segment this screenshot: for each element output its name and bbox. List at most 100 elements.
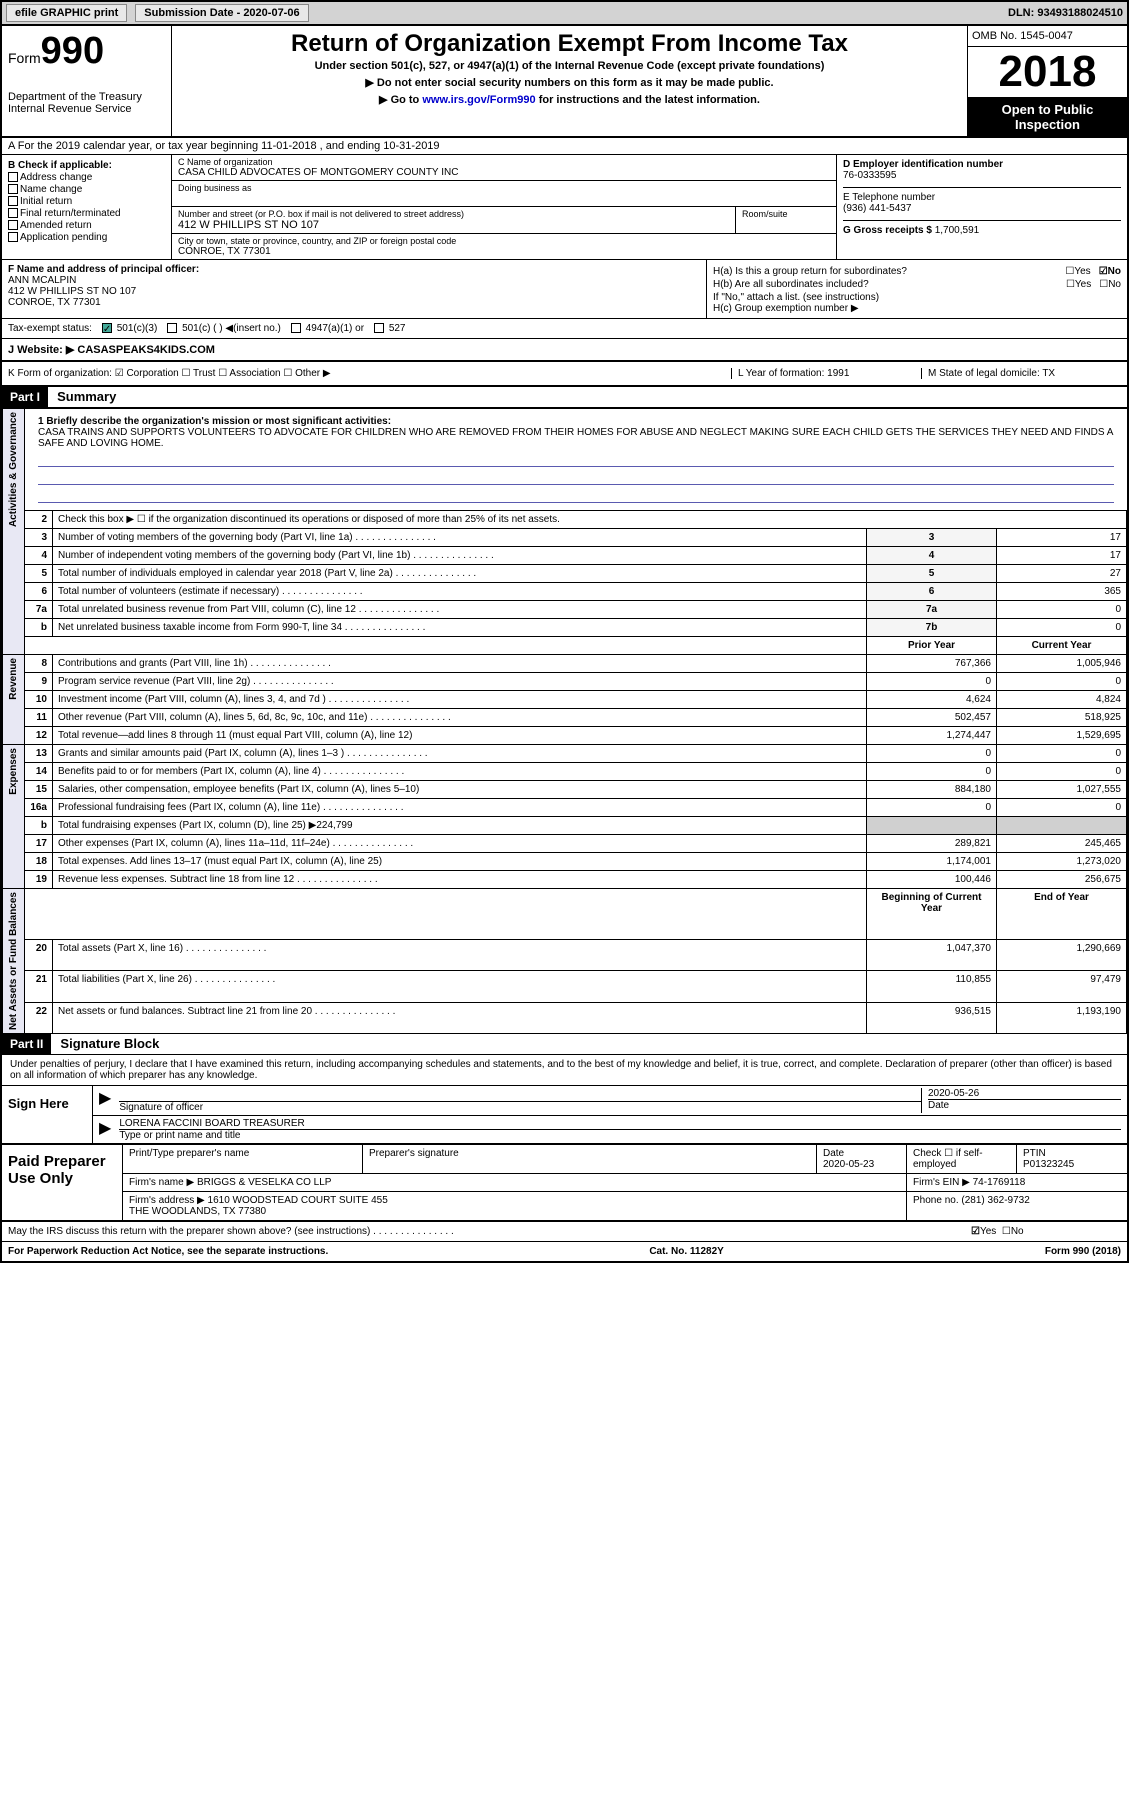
klm-row: K Form of organization: ☑ Corporation ☐ … xyxy=(2,362,1127,387)
inspection-label: Open to Public Inspection xyxy=(968,98,1127,136)
part2-header: Part II Signature Block xyxy=(2,1034,1127,1055)
cat-number: Cat. No. 11282Y xyxy=(649,1246,723,1257)
city-label: City or town, state or province, country… xyxy=(178,236,830,246)
sig-date: 2020-05-26 xyxy=(928,1088,1121,1099)
efile-button[interactable]: efile GRAPHIC print xyxy=(6,4,127,22)
instruction-2: ▶ Go to www.irs.gov/Form990 for instruct… xyxy=(180,93,959,106)
part2-title: Signature Block xyxy=(54,1034,165,1053)
side-activities: Activities & Governance xyxy=(3,409,25,655)
checkbox-icon xyxy=(374,323,384,333)
column-h: H(a) Is this a group return for subordin… xyxy=(707,260,1127,318)
dln-label: DLN: 93493188024510 xyxy=(1008,7,1123,19)
instr2-pre: ▶ Go to xyxy=(379,94,422,106)
tax-status-row: Tax-exempt status: ✓ 501(c)(3) 501(c) ( … xyxy=(2,319,1127,339)
ein-label: D Employer identification number xyxy=(843,159,1121,170)
sig-officer-label: Signature of officer xyxy=(119,1102,921,1113)
form-word: Form xyxy=(8,50,41,66)
officer-addr: 412 W PHILLIPS ST NO 107 CONROE, TX 7730… xyxy=(8,286,700,308)
paid-preparer-label: Paid Preparer Use Only xyxy=(2,1145,122,1220)
b-opt-2: Initial return xyxy=(8,196,165,207)
side-revenue: Revenue xyxy=(3,655,25,745)
b-header: B Check if applicable: xyxy=(8,160,165,171)
column-b: B Check if applicable: Address change Na… xyxy=(2,155,172,259)
side-netassets: Net Assets or Fund Balances xyxy=(3,889,25,1034)
b-opt-4: Amended return xyxy=(8,220,165,231)
sig-intro: Under penalties of perjury, I declare th… xyxy=(2,1055,1127,1086)
street-label: Number and street (or P.O. box if mail i… xyxy=(178,209,729,219)
self-emp-label: Check ☐ if self-employed xyxy=(907,1145,1017,1173)
tax-status-label: Tax-exempt status: xyxy=(8,323,92,334)
form-title: Return of Organization Exempt From Incom… xyxy=(180,30,959,58)
tel-value: (936) 441-5437 xyxy=(843,203,1121,214)
gross-value: 1,700,591 xyxy=(935,225,980,236)
website-label: J Website: ▶ xyxy=(8,344,77,356)
section-bcd: B Check if applicable: Address change Na… xyxy=(2,155,1127,260)
section-fh: F Name and address of principal officer:… xyxy=(2,260,1127,319)
checkbox-icon[interactable] xyxy=(8,232,18,242)
instr2-post: for instructions and the latest informat… xyxy=(536,94,760,106)
discuss-label: May the IRS discuss this return with the… xyxy=(8,1226,971,1237)
tax-year: 2018 xyxy=(968,47,1127,98)
form-number: 990 xyxy=(41,30,104,72)
summary-table: Activities & Governance 1 Briefly descri… xyxy=(2,408,1127,1034)
line-a: A For the 2019 calendar year, or tax yea… xyxy=(2,138,1127,155)
instruction-1: ▶ Do not enter social security numbers o… xyxy=(180,76,959,89)
part1-header: Part I Summary xyxy=(2,387,1127,408)
hb-label: H(b) Are all subordinates included? xyxy=(713,279,869,290)
paperwork-notice: For Paperwork Reduction Act Notice, see … xyxy=(8,1246,328,1257)
l-year: L Year of formation: 1991 xyxy=(731,368,921,379)
checkbox-icon[interactable] xyxy=(8,184,18,194)
checkbox-icon[interactable] xyxy=(8,220,18,230)
room-label: Room/suite xyxy=(742,209,830,219)
city-value: CONROE, TX 77301 xyxy=(178,246,830,257)
header-right: OMB No. 1545-0047 2018 Open to Public In… xyxy=(967,26,1127,136)
dba-label: Doing business as xyxy=(178,183,830,193)
gross-label: G Gross receipts $ xyxy=(843,225,935,236)
date-label: Date xyxy=(928,1099,1121,1111)
hb-note: If "No," attach a list. (see instruction… xyxy=(713,292,1121,303)
f-label: F Name and address of principal officer: xyxy=(8,264,700,275)
column-f: F Name and address of principal officer:… xyxy=(2,260,707,318)
department-label: Department of the Treasury Internal Reve… xyxy=(8,91,165,115)
mission-text: CASA TRAINS AND SUPPORTS VOLUNTEERS TO A… xyxy=(38,427,1114,449)
form-footer: Form 990 (2018) xyxy=(1045,1246,1121,1257)
hc-label: H(c) Group exemption number ▶ xyxy=(713,303,1121,314)
ha-label: H(a) Is this a group return for subordin… xyxy=(713,266,907,277)
b-opt-3: Final return/terminated xyxy=(8,208,165,219)
k-form-org: K Form of organization: ☑ Corporation ☐ … xyxy=(8,368,731,379)
part1-label: Part I xyxy=(2,387,48,407)
header-mid: Return of Organization Exempt From Incom… xyxy=(172,26,967,136)
arrow-icon: ▶ xyxy=(99,1088,119,1113)
signature-block: Under penalties of perjury, I declare th… xyxy=(2,1055,1127,1242)
sig-name-label: Type or print name and title xyxy=(119,1130,1121,1141)
arrow-icon: ▶ xyxy=(99,1118,119,1141)
header-left: Form990 Department of the Treasury Inter… xyxy=(2,26,172,136)
column-d: D Employer identification number 76-0333… xyxy=(837,155,1127,259)
b-opt-0: Address change xyxy=(8,172,165,183)
sign-here-label: Sign Here xyxy=(2,1086,92,1143)
checkbox-icon[interactable] xyxy=(8,208,18,218)
tel-label: E Telephone number xyxy=(843,192,935,203)
ein-value: 76-0333595 xyxy=(843,170,1121,181)
checkbox-icon[interactable] xyxy=(8,196,18,206)
website-value[interactable]: CASASPEAKS4KIDS.COM xyxy=(77,344,215,356)
top-bar: efile GRAPHIC print Submission Date - 20… xyxy=(2,2,1127,26)
part1-title: Summary xyxy=(51,387,122,406)
prep-name-label: Print/Type preparer's name xyxy=(123,1145,363,1173)
checkbox-icon[interactable] xyxy=(8,172,18,182)
submission-date: Submission Date - 2020-07-06 xyxy=(135,4,308,22)
checkbox-icon xyxy=(291,323,301,333)
org-name-label: C Name of organization xyxy=(178,157,830,167)
form-990-document: efile GRAPHIC print Submission Date - 20… xyxy=(0,0,1129,1263)
website-row: J Website: ▶ CASASPEAKS4KIDS.COM xyxy=(2,339,1127,362)
b-opt-5: Application pending xyxy=(8,232,165,243)
b-opt-1: Name change xyxy=(8,184,165,195)
org-name: CASA CHILD ADVOCATES OF MONTGOMERY COUNT… xyxy=(178,167,830,178)
irs-link[interactable]: www.irs.gov/Form990 xyxy=(422,94,535,106)
paid-preparer-block: Paid Preparer Use Only Print/Type prepar… xyxy=(2,1145,1127,1222)
form-subtitle: Under section 501(c), 527, or 4947(a)(1)… xyxy=(180,60,959,72)
form-header: Form990 Department of the Treasury Inter… xyxy=(2,26,1127,138)
footer-final: For Paperwork Reduction Act Notice, see … xyxy=(2,1242,1127,1261)
mission-label: 1 Briefly describe the organization's mi… xyxy=(38,416,1114,427)
checkbox-icon xyxy=(167,323,177,333)
